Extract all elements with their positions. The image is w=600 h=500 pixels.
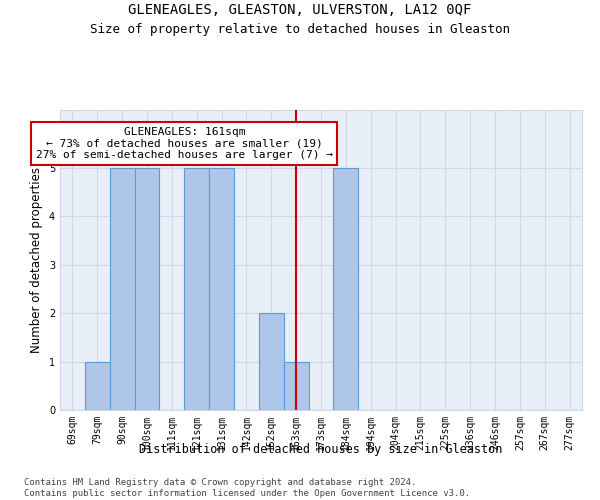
Bar (209, 168, 234, 410)
Bar (284, 362, 308, 410)
Bar (110, 168, 134, 410)
Bar (184, 168, 209, 410)
Bar (334, 168, 358, 410)
Bar (134, 168, 160, 410)
Text: GLENEAGLES, GLEASTON, ULVERSTON, LA12 0QF: GLENEAGLES, GLEASTON, ULVERSTON, LA12 0Q… (128, 2, 472, 16)
Text: Distribution of detached houses by size in Gleaston: Distribution of detached houses by size … (139, 442, 503, 456)
Y-axis label: Number of detached properties: Number of detached properties (31, 167, 43, 353)
Bar (259, 313, 284, 410)
Text: Contains HM Land Registry data © Crown copyright and database right 2024.
Contai: Contains HM Land Registry data © Crown c… (24, 478, 470, 498)
Text: Size of property relative to detached houses in Gleaston: Size of property relative to detached ho… (90, 22, 510, 36)
Text: GLENEAGLES: 161sqm
← 73% of detached houses are smaller (19)
27% of semi-detache: GLENEAGLES: 161sqm ← 73% of detached hou… (36, 127, 333, 160)
Bar (85, 362, 110, 410)
